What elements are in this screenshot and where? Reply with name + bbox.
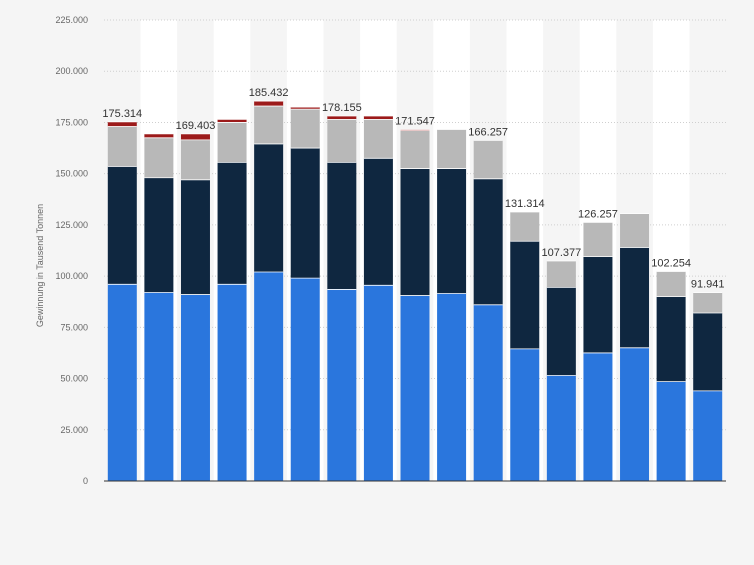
bar-segment xyxy=(510,348,540,481)
bar-segment xyxy=(510,211,540,242)
bar-segment xyxy=(254,101,284,107)
y-tick-label: 225.000 xyxy=(55,15,88,25)
data-label: 131.314 xyxy=(505,198,545,210)
bar-segment xyxy=(107,121,137,127)
bar-segment xyxy=(217,284,247,481)
y-tick-label: 200.000 xyxy=(55,66,88,76)
data-label: 126.257 xyxy=(578,208,618,220)
bar-segment xyxy=(290,107,320,110)
y-tick-label: 25.000 xyxy=(60,425,88,435)
bar-segment xyxy=(217,119,247,123)
bar-segment xyxy=(583,352,613,481)
bar-segment xyxy=(107,126,137,167)
bar-segment xyxy=(546,260,576,288)
bar-segment xyxy=(254,272,284,481)
bar-segment xyxy=(290,148,320,279)
data-label: 185.432 xyxy=(249,87,289,99)
bar-segment xyxy=(107,284,137,481)
y-tick-label: 175.000 xyxy=(55,117,88,127)
bar-segment xyxy=(473,178,503,305)
data-label: 91.941 xyxy=(691,279,725,291)
y-tick-label: 100.000 xyxy=(55,271,88,281)
y-tick-label: 125.000 xyxy=(55,220,88,230)
data-label: 178.155 xyxy=(322,102,362,114)
data-label: 175.314 xyxy=(102,108,142,120)
bar-segment xyxy=(656,271,686,297)
bar-segment xyxy=(437,293,467,481)
bar-segment xyxy=(473,140,503,179)
bar-segment xyxy=(144,137,174,178)
bar-segment xyxy=(180,133,210,140)
bar-segment xyxy=(363,115,393,120)
bar-segment xyxy=(144,177,174,293)
bar-segment xyxy=(400,129,430,131)
bar-segment xyxy=(254,106,284,144)
y-axis-label: Gewinnung in Tausend Tonnen xyxy=(35,204,45,327)
bar-segment xyxy=(693,312,723,391)
bar-segment xyxy=(400,130,430,169)
bar-segment xyxy=(656,381,686,481)
bar-segment xyxy=(473,304,503,481)
data-label: 102.254 xyxy=(651,257,691,269)
bar-segment xyxy=(290,278,320,481)
bar-segment xyxy=(437,129,467,169)
bar-segment xyxy=(583,222,613,257)
bar-segment xyxy=(620,347,650,481)
bar-segment xyxy=(144,133,174,138)
bar-segment xyxy=(620,213,650,248)
bar-segment xyxy=(327,119,357,163)
bars xyxy=(107,100,723,481)
bar-segment xyxy=(656,296,686,382)
y-tick-label: 150.000 xyxy=(55,169,88,179)
bar-segment xyxy=(327,289,357,481)
bar-segment xyxy=(546,375,576,481)
bar-segment xyxy=(180,139,210,180)
data-label: 166.257 xyxy=(468,126,508,138)
bar-segment xyxy=(693,390,723,481)
bar-segment xyxy=(254,143,284,273)
bar-segment xyxy=(400,295,430,481)
bar-segment xyxy=(290,109,320,149)
y-tick-label: 0 xyxy=(83,476,88,486)
bar-segment xyxy=(363,158,393,286)
bar-segment xyxy=(620,247,650,348)
bar-segment xyxy=(180,294,210,481)
y-axis-tick-labels: 0 25.000 50.000 75.000 100.000 125.000 150.000… xyxy=(55,15,88,486)
bar-segment xyxy=(510,241,540,349)
bar-segment xyxy=(437,168,467,294)
bar-segment xyxy=(363,119,393,159)
bar-segment xyxy=(546,287,576,376)
bar-segment xyxy=(400,168,430,296)
bar-segment xyxy=(583,256,613,353)
data-label: 171.547 xyxy=(395,116,435,128)
bar-segment xyxy=(107,166,137,285)
bar-segment xyxy=(327,115,357,120)
bar-segment xyxy=(217,122,247,163)
data-label: 169.403 xyxy=(176,120,216,132)
bar-segment xyxy=(363,285,393,481)
bar-segment xyxy=(693,292,723,313)
data-labels: 175.314 169.403 185.432 178.155 171.547 166.2… xyxy=(102,87,724,291)
bar-segment xyxy=(327,162,357,290)
bar-segment xyxy=(217,162,247,285)
y-tick-label: 50.000 xyxy=(60,374,88,384)
bar-segment xyxy=(144,292,174,481)
bar-segment xyxy=(180,179,210,295)
y-tick-label: 75.000 xyxy=(60,322,88,332)
data-label: 107.377 xyxy=(541,247,581,259)
